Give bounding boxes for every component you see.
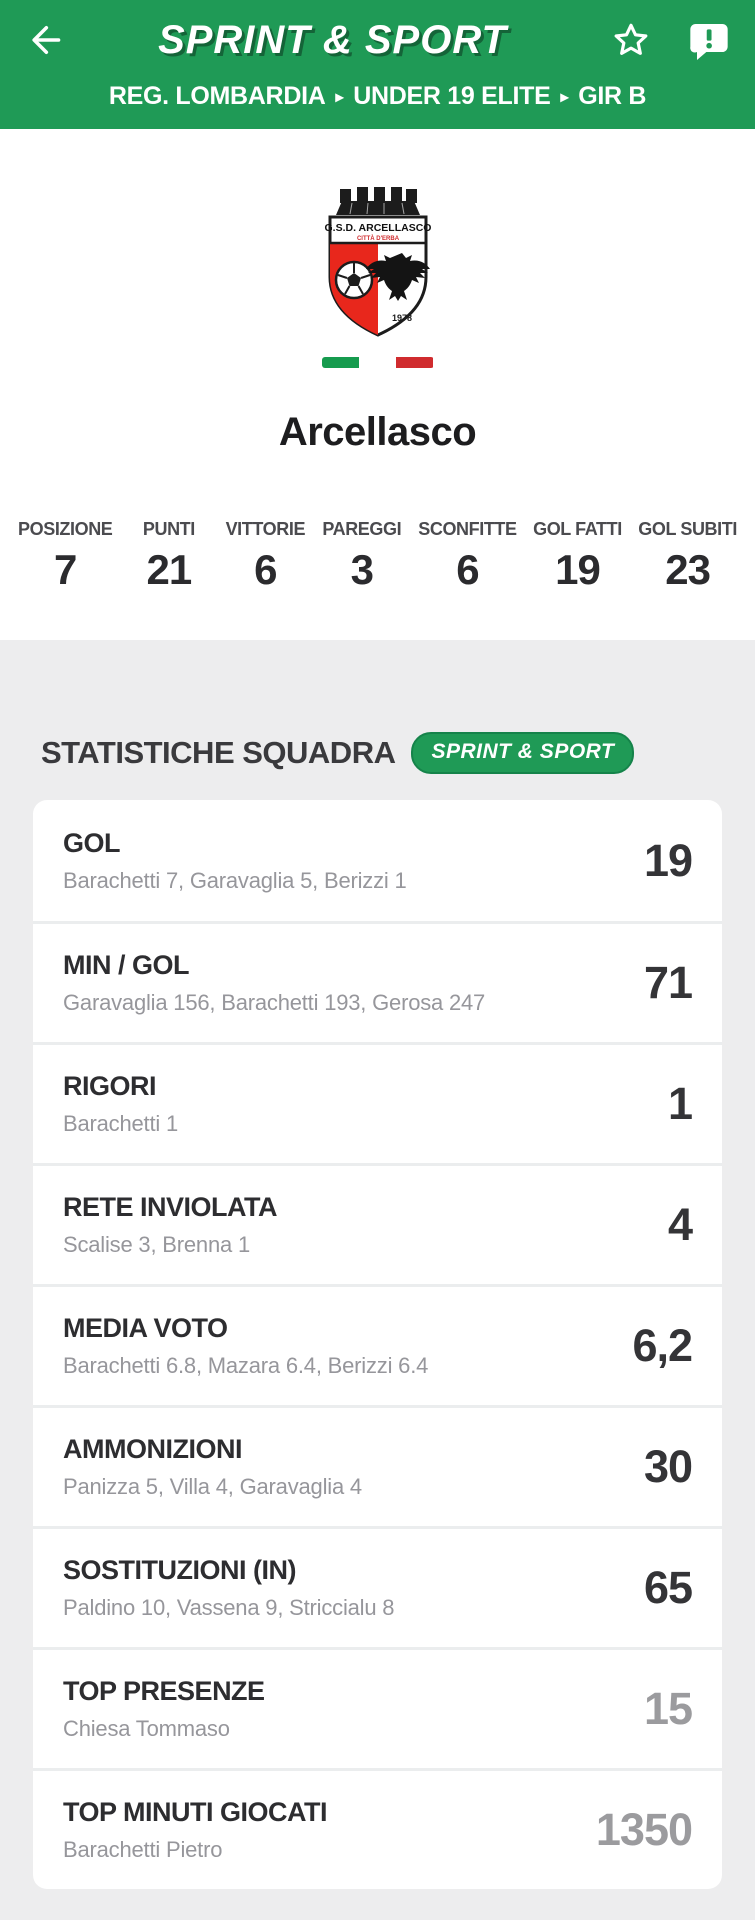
stat-value: 4	[667, 1199, 693, 1250]
stat-value: 65	[643, 1562, 693, 1613]
breadcrumb-group: GIR B	[578, 82, 647, 110]
back-arrow-icon	[26, 21, 64, 59]
stat-value: 6,2	[632, 1320, 693, 1371]
stat-row-rete-inviolata[interactable]: RETE INVIOLATA Scalise 3, Brenna 1 4	[33, 1163, 722, 1284]
summary-stat-value: 3	[350, 546, 374, 593]
app-header-actions	[605, 14, 735, 66]
stat-row-gol[interactable]: GOL Barachetti 7, Garavaglia 5, Berizzi …	[33, 800, 722, 921]
summary-stat-value: 6	[456, 546, 479, 593]
feedback-bubble-icon	[689, 20, 729, 60]
section-title: STATISTICHE SQUADRA	[41, 735, 396, 770]
app-header: SPRINT & SPORT	[0, 0, 755, 129]
eagle-graphic	[365, 253, 430, 301]
stat-row-sostituzioni-in[interactable]: SOSTITUZIONI (IN) Paldino 10, Vassena 9,…	[33, 1526, 722, 1647]
sprint-sport-logo: SPRINT & SPORT	[158, 17, 507, 62]
summary-stat-posizione: POSIZIONE 7	[18, 519, 113, 594]
summary-stat-gol-subiti: GOL SUBITI 23	[638, 519, 737, 594]
summary-stat-value: 7	[54, 546, 77, 593]
stat-label: RIGORI	[63, 1071, 157, 1101]
stat-detail: Paldino 10, Vassena 9, Striccialu 8	[63, 1595, 395, 1620]
summary-stat-value: 6	[254, 546, 277, 593]
summary-stat-gol-fatti: GOL FATTI 19	[533, 519, 622, 594]
feedback-button[interactable]	[683, 14, 735, 66]
team-name: Arcellasco	[278, 410, 477, 454]
stat-detail: Scalise 3, Brenna 1	[63, 1232, 250, 1257]
stat-row-min-gol[interactable]: MIN / GOL Garavaglia 156, Barachetti 193…	[33, 921, 722, 1042]
stat-detail: Barachetti Pietro	[63, 1837, 223, 1862]
summary-stat-pareggi: PAREGGI 3	[322, 519, 402, 594]
favorite-button[interactable]	[605, 14, 657, 66]
stat-value: 15	[643, 1683, 693, 1734]
stat-detail: Barachetti 7, Garavaglia 5, Berizzi 1	[63, 867, 407, 893]
stat-value: 71	[643, 957, 693, 1008]
summary-stat-label: SCONFITTE	[418, 519, 517, 539]
team-statistics-section: STATISTICHE SQUADRA SPRINT & SPORT GOL B…	[0, 640, 755, 1920]
team-stats-card: GOL Barachetti 7, Garavaglia 5, Berizzi …	[33, 800, 722, 1889]
stat-detail: Garavaglia 156, Barachetti 193, Gerosa 2…	[63, 990, 486, 1015]
soccer-ball-graphic	[334, 260, 373, 300]
stat-value: 30	[643, 1441, 693, 1492]
stat-label: TOP PRESENZE	[63, 1676, 265, 1706]
stat-label: GOL	[63, 827, 120, 858]
summary-stat-value: 19	[555, 546, 601, 593]
stat-detail: Barachetti 6.8, Mazara 6.4, Berizzi 6.4	[63, 1353, 429, 1378]
crest-motto: CITTÀ D'ERBA	[356, 235, 399, 242]
stat-value: 1350	[595, 1804, 693, 1855]
stat-row-top-presenze[interactable]: TOP PRESENZE Chiesa Tommaso 15	[33, 1647, 722, 1768]
stat-label: MEDIA VOTO	[63, 1313, 228, 1343]
stat-row-top-minuti-giocati[interactable]: TOP MINUTI GIOCATI Barachetti Pietro 135…	[33, 1768, 722, 1889]
stat-label: RETE INVIOLATA	[63, 1192, 278, 1222]
summary-stat-label: GOL SUBITI	[638, 519, 737, 539]
stat-value: 1	[667, 1078, 693, 1129]
summary-stat-value: 21	[146, 546, 193, 593]
italian-flag-stripe	[321, 357, 434, 368]
breadcrumb-region: REG. LOMBARDIA	[108, 82, 326, 110]
stat-row-ammonizioni[interactable]: AMMONIZIONI Panizza 5, Villa 4, Garavagl…	[33, 1405, 722, 1526]
summary-stat-value: 23	[665, 546, 711, 593]
breadcrumb-separator-icon: ▸	[335, 88, 344, 106]
summary-stat-label: PAREGGI	[322, 519, 402, 539]
stat-detail: Barachetti 1	[63, 1111, 179, 1136]
breadcrumb[interactable]: REG. LOMBARDIA ▸ UNDER 19 ELITE ▸ GIR B	[20, 82, 735, 111]
crest-club-name: G.S.D. ARCELLASCO	[324, 222, 431, 234]
team-hero: G.S.D. ARCELLASCO CITTÀ D'ERBA	[0, 129, 755, 594]
summary-stat-label: VITTORIE	[225, 519, 306, 539]
stat-row-rigori[interactable]: RIGORI Barachetti 1 1	[33, 1042, 722, 1163]
summary-stat-vittorie: VITTORIE 6	[225, 519, 306, 594]
summary-stat-label: POSIZIONE	[18, 519, 113, 539]
club-crest-image: G.S.D. ARCELLASCO CITTÀ D'ERBA	[324, 187, 431, 337]
breadcrumb-separator-icon: ▸	[560, 88, 569, 106]
summary-stat-sconfitte: SCONFITTE 6	[418, 519, 517, 594]
stat-value: 19	[643, 834, 693, 886]
summary-stats-row: POSIZIONE 7 PUNTI 21 VITTORIE 6 PAREGGI …	[0, 455, 755, 594]
star-outline-icon	[611, 20, 651, 60]
team-crest: G.S.D. ARCELLASCO CITTÀ D'ERBA	[318, 185, 438, 368]
stat-row-media-voto[interactable]: MEDIA VOTO Barachetti 6.8, Mazara 6.4, B…	[33, 1284, 722, 1405]
summary-stat-punti: PUNTI 21	[129, 519, 209, 594]
app-header-top-row: SPRINT & SPORT	[20, 14, 735, 66]
stat-detail: Panizza 5, Villa 4, Garavaglia 4	[63, 1474, 362, 1499]
stat-label: SOSTITUZIONI (IN)	[63, 1555, 296, 1585]
section-header: STATISTICHE SQUADRA SPRINT & SPORT	[33, 732, 722, 774]
crest-founding-year: 1978	[391, 313, 411, 323]
stat-label: AMMONIZIONI	[63, 1434, 242, 1464]
back-button[interactable]	[20, 15, 70, 65]
summary-stat-label: GOL FATTI	[533, 519, 622, 539]
stat-label: MIN / GOL	[63, 950, 190, 980]
summary-stat-label: PUNTI	[142, 519, 195, 539]
stat-detail: Chiesa Tommaso	[63, 1716, 230, 1741]
breadcrumb-category: UNDER 19 ELITE	[353, 82, 551, 110]
sprint-sport-badge: SPRINT & SPORT	[411, 732, 635, 774]
stat-label: TOP MINUTI GIOCATI	[63, 1797, 328, 1827]
